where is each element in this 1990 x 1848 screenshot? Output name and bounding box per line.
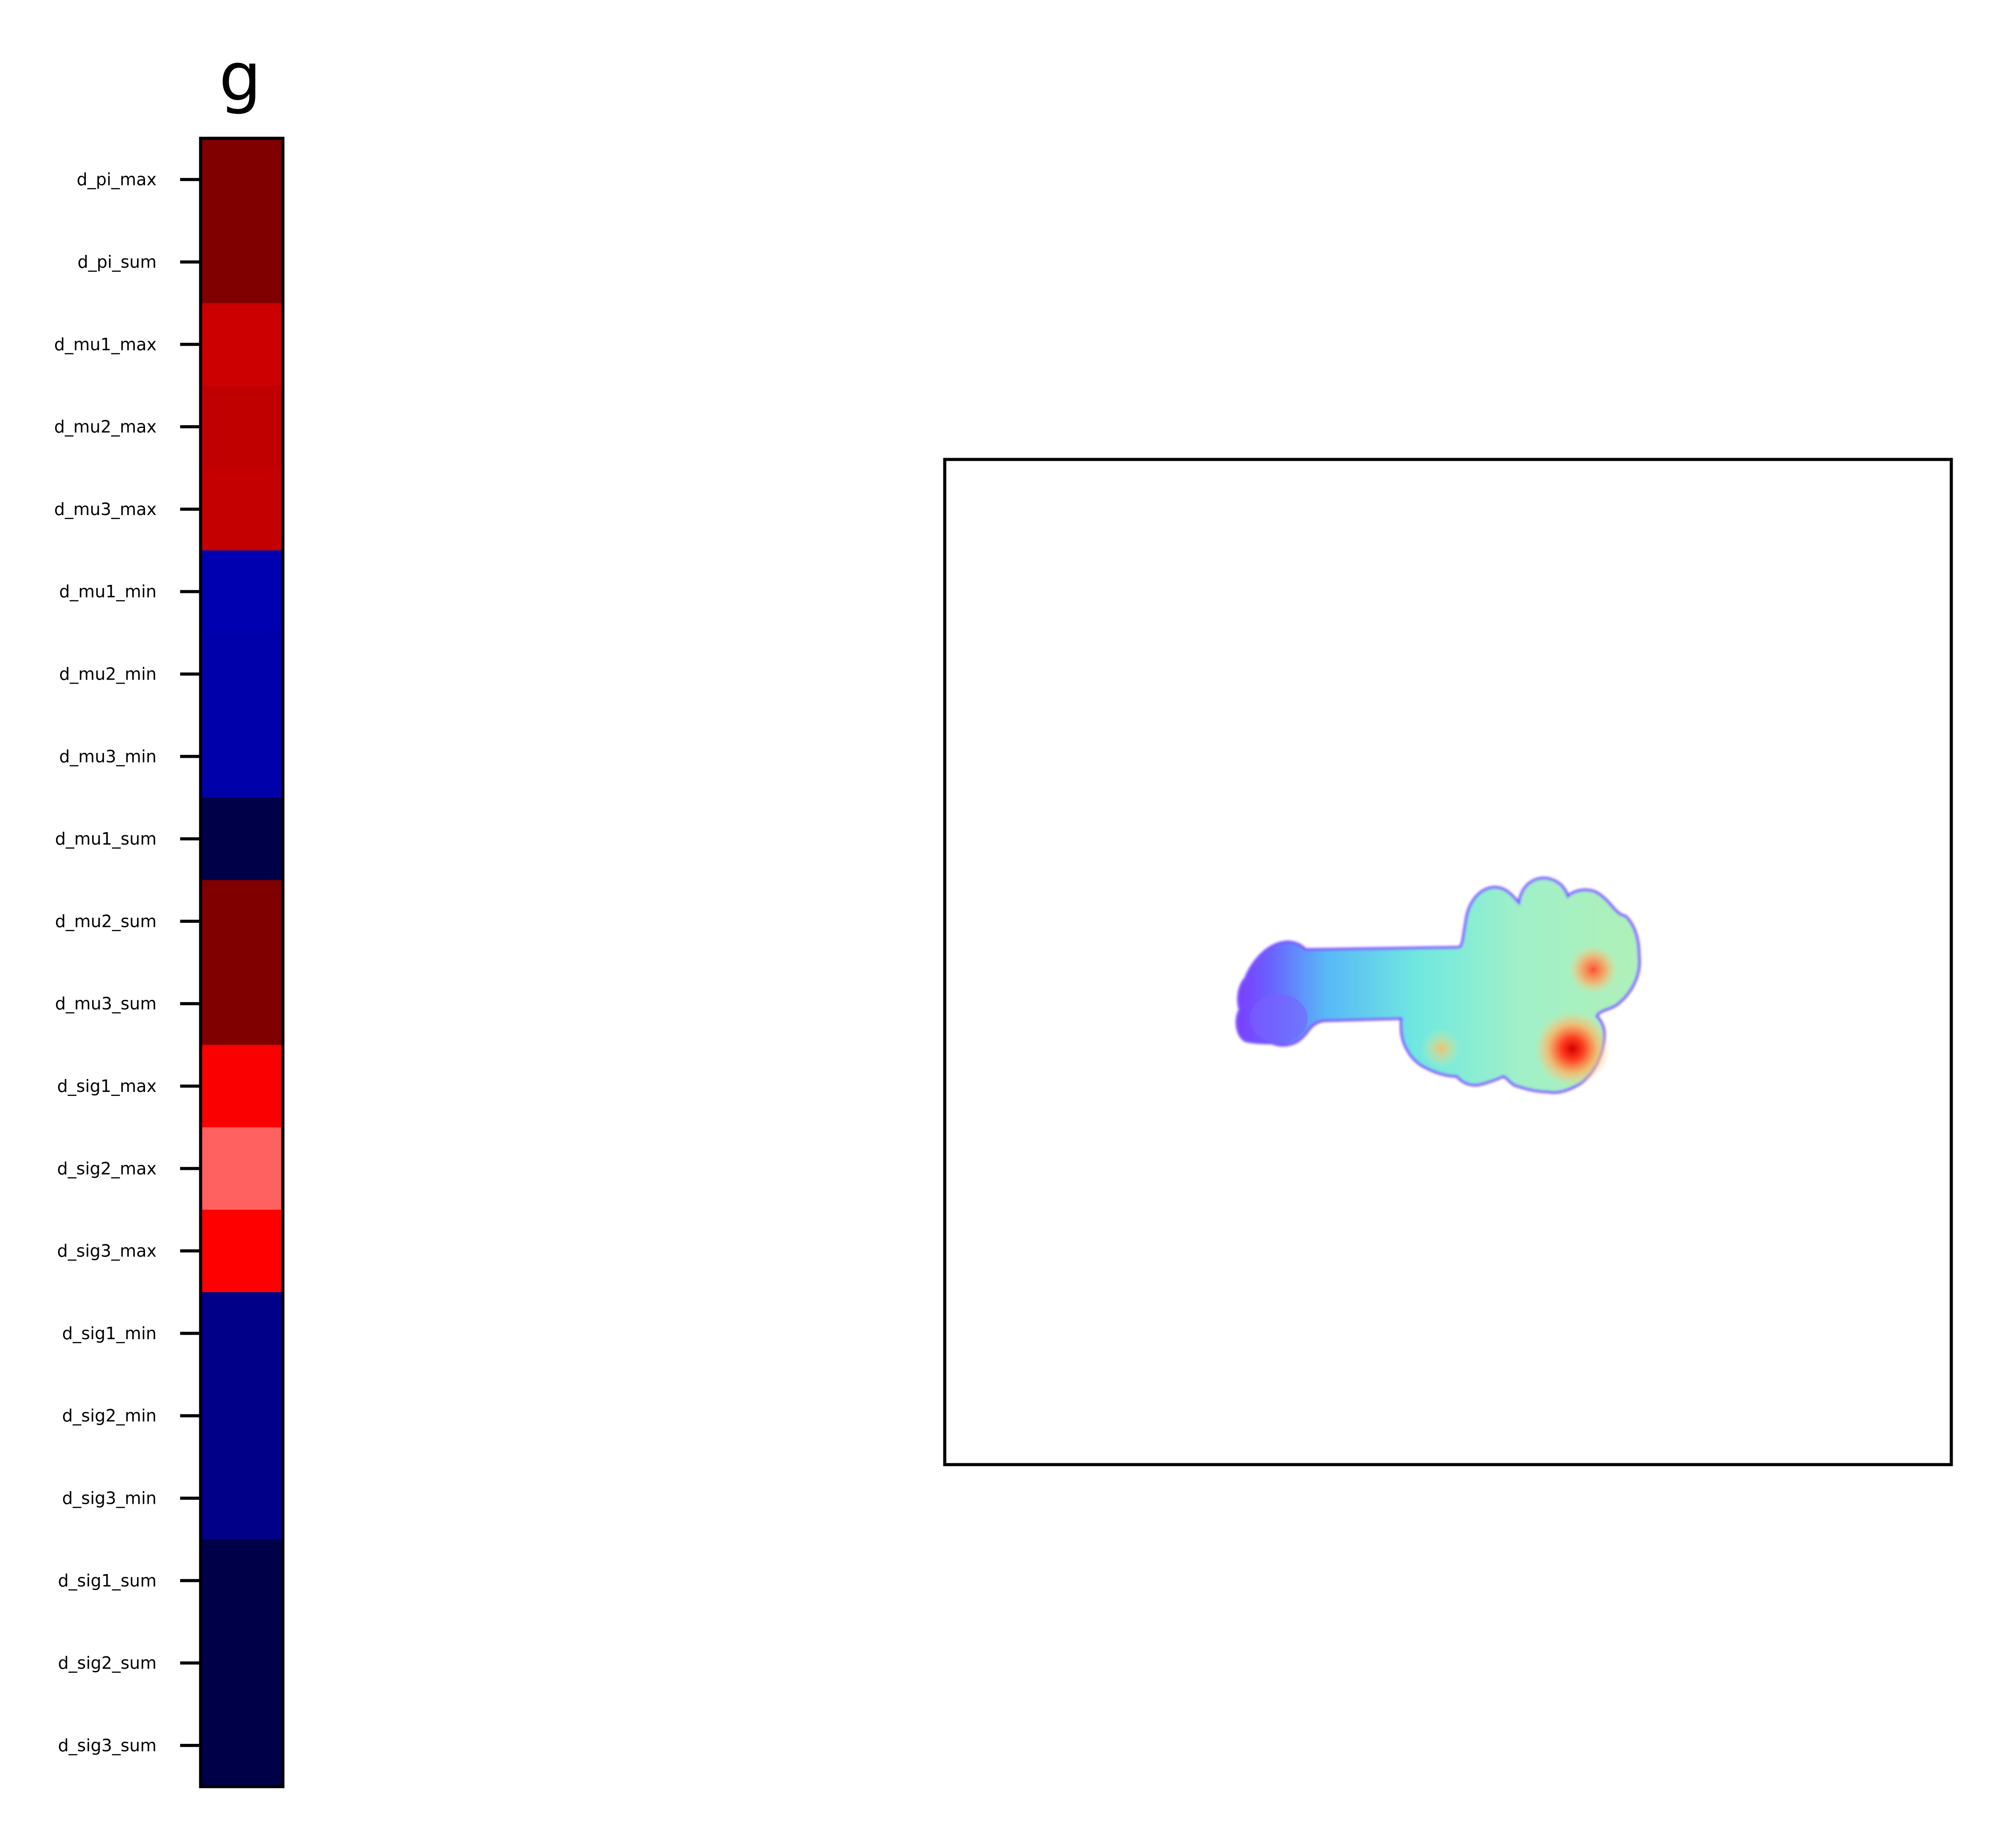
strip-tick-label: d_pi_max	[77, 170, 157, 189]
strip-tick-label: d_mu2_max	[54, 417, 157, 437]
strip-cell	[201, 715, 283, 798]
strip-tick-label: d_sig3_min	[62, 1488, 157, 1508]
density-map-frame	[943, 458, 1953, 1466]
strip-cell	[201, 1209, 283, 1292]
strip-tick-label: d_sig3_sum	[58, 1735, 157, 1755]
strip-cell	[201, 1539, 283, 1622]
strip-tick-label: d_mu1_min	[59, 582, 157, 601]
strip-cell	[201, 468, 283, 551]
strip-cells	[201, 138, 283, 1787]
strip-cell	[201, 385, 283, 468]
strip-cell	[201, 1374, 283, 1457]
strip-tick-label: d_mu3_sum	[55, 994, 157, 1014]
strip-tick-label: d_mu3_max	[54, 499, 157, 519]
strip-cell	[201, 1292, 283, 1375]
strip-cell	[201, 1045, 283, 1128]
hotspot-3	[1421, 1028, 1461, 1068]
strip-tick-label: d_mu3_min	[59, 747, 157, 766]
hotspot-1	[1535, 1011, 1610, 1087]
strip-tick-label: d_mu1_sum	[55, 829, 157, 849]
strip-cell	[201, 138, 283, 221]
feature-strip-chart: g d_pi_max d_pi_sum d_mu1_max d_mu2_max d_mu…	[54, 39, 285, 1788]
density-map	[943, 458, 1953, 1466]
strip-tick-label: d_sig1_sum	[58, 1571, 157, 1590]
strip-cell	[201, 1622, 283, 1705]
strip-cell	[201, 1704, 283, 1787]
strip-tick-label: d_mu2_sum	[55, 911, 157, 931]
strip-tick-label: d_pi_sum	[77, 252, 157, 272]
strip-tick-label: d_sig2_sum	[58, 1653, 157, 1673]
strip-tick-label: d_sig3_max	[57, 1241, 157, 1261]
strip-frame	[199, 137, 285, 1788]
strip-tick-label: d_mu1_max	[54, 334, 157, 354]
strip-cell	[201, 1127, 283, 1210]
strip-tick-label: d_sig1_min	[62, 1324, 157, 1343]
strip-title: g	[219, 39, 261, 116]
strip-cell	[201, 962, 283, 1045]
strip-tick-label: d_sig2_min	[62, 1406, 157, 1425]
strip-tick-label: d_sig2_max	[57, 1159, 157, 1178]
strip-tick-label: d_mu2_min	[59, 664, 157, 684]
hotspot-2	[1569, 945, 1618, 994]
strip-ticks: d_pi_max d_pi_sum d_mu1_max d_mu2_max d_mu3_…	[54, 170, 201, 1755]
blob-left-lobe	[1250, 994, 1308, 1043]
strip-cell	[201, 303, 283, 386]
strip-cell	[201, 797, 283, 881]
strip-cell	[201, 1457, 283, 1540]
strip-cell	[201, 880, 283, 963]
strip-tick-label: d_sig1_max	[57, 1076, 157, 1096]
strip-cell	[201, 550, 283, 633]
strip-cell	[201, 221, 283, 304]
strip-cell	[201, 632, 283, 716]
